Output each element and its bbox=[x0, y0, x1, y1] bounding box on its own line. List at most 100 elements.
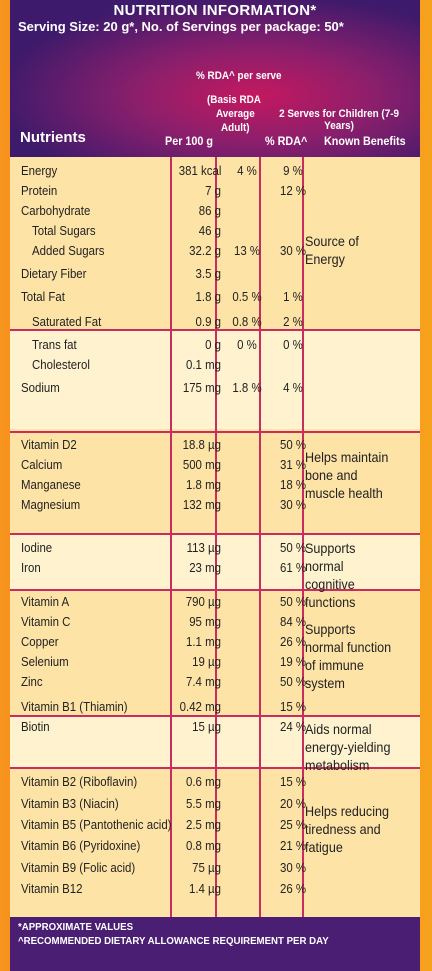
table-row: Carbohydrate 86 g bbox=[10, 201, 420, 221]
per-100g-value: 381 kcal bbox=[178, 163, 222, 178]
nutrient-name: Vitamin D2 bbox=[21, 437, 77, 452]
table-row: Energy 381 kcal 4 % 9 % bbox=[10, 161, 420, 181]
benefits-heading: Known Benefits bbox=[324, 134, 406, 148]
table-row: Zinc 7.4 mg 50 % bbox=[10, 672, 420, 692]
children-rda: 24 % bbox=[279, 719, 307, 734]
nutrient-name: Iron bbox=[21, 560, 41, 575]
children-rda: 26 % bbox=[279, 634, 307, 649]
footnote-rda: ^RECOMMENDED DIETARY ALLOWANCE REQUIREME… bbox=[18, 935, 329, 947]
benefit-bone: Helps maintain bone and muscle health bbox=[305, 449, 389, 501]
per-100g-value: 1.4 µg bbox=[188, 881, 221, 896]
per-100g-value: 0.9 g bbox=[195, 314, 221, 329]
label-title: NUTRITION INFORMATION* bbox=[113, 2, 317, 19]
average-adult-rda: 0.8 % bbox=[232, 314, 262, 329]
children-rda: 19 % bbox=[279, 654, 307, 669]
average-adult-rda: 13 % bbox=[233, 243, 261, 258]
nutrient-name: Vitamin B2 (Riboflavin) bbox=[21, 774, 138, 789]
table-row: Cholesterol 0.1 mg bbox=[10, 355, 420, 375]
per-100g-value: 32.2 g bbox=[189, 243, 221, 258]
children-rda: 50 % bbox=[279, 674, 307, 689]
table-row: Vitamin B12 1.4 µg 26 % bbox=[10, 879, 420, 899]
per-100g-value: 19 µg bbox=[192, 654, 221, 669]
per-100g-value: 0.8 mg bbox=[186, 838, 221, 853]
nutrient-name: Vitamin B3 (Niacin) bbox=[21, 796, 119, 811]
children-rda: 30 % bbox=[279, 860, 307, 875]
nutrient-name: Vitamin B5 (Pantothenic acid) bbox=[21, 817, 172, 832]
per-100g-value: 132 mg bbox=[182, 497, 221, 512]
column-line bbox=[302, 157, 304, 917]
children-rda: 50 % bbox=[279, 437, 307, 452]
per-100g-value: 1.1 mg bbox=[186, 634, 221, 649]
per-100g-value: 3.5 g bbox=[195, 266, 221, 281]
table-row: Vitamin B9 (Folic acid) 75 µg 30 % bbox=[10, 858, 420, 878]
per-100g-value: 46 g bbox=[198, 223, 221, 238]
average-heading: Average bbox=[216, 108, 255, 120]
table-row: Total Fat 1.8 g 0.5 % 1 % bbox=[10, 287, 420, 307]
nutrients-heading: Nutrients bbox=[20, 129, 86, 146]
nutrient-name: Cholesterol bbox=[32, 357, 90, 372]
per-100g-value: 86 g bbox=[198, 203, 221, 218]
children-rda: 30 % bbox=[279, 497, 307, 512]
adult-heading: Adult) bbox=[221, 122, 250, 134]
table-row: Biotin 15 µg 24 % bbox=[10, 717, 420, 737]
per-100g-value: 5.5 mg bbox=[186, 796, 221, 811]
per-100g-value: 0.1 mg bbox=[186, 357, 221, 372]
table-row: Vitamin B1 (Thiamin) 0.42 mg 15 % bbox=[10, 697, 420, 717]
per-100g-value: 113 µg bbox=[186, 540, 221, 555]
per-100g-value: 0.42 mg bbox=[179, 699, 221, 714]
table-row: Vitamin A 790 µg 50 % bbox=[10, 592, 420, 612]
table-row: Saturated Fat 0.9 g 0.8 % 2 % bbox=[10, 312, 420, 332]
children-rda: 2 % bbox=[283, 314, 303, 329]
table-row: Vitamin B5 (Pantothenic acid) 2.5 mg 25 % bbox=[10, 815, 420, 835]
table-row: Vitamin C 95 mg 84 % bbox=[10, 612, 420, 632]
benefit-metabolism: Aids normal energy-yielding metabolism bbox=[305, 721, 391, 773]
children-rda: 1 % bbox=[283, 289, 303, 304]
nutrient-name: Trans fat bbox=[32, 337, 77, 352]
nutrient-name: Energy bbox=[21, 163, 58, 178]
table-row: Added Sugars 32.2 g 13 % 30 % bbox=[10, 241, 420, 261]
benefit-energy: Source of Energy bbox=[305, 233, 359, 267]
children-rda: 50 % bbox=[279, 540, 307, 555]
children-rda: 12 % bbox=[279, 183, 307, 198]
table-row: Total Sugars 46 g bbox=[10, 221, 420, 241]
children-rda: 20 % bbox=[279, 796, 307, 811]
table-row: Vitamin B2 (Riboflavin) 0.6 mg 15 % bbox=[10, 772, 420, 792]
label-footer: *APPROXIMATE VALUES ^RECOMMENDED DIETARY… bbox=[10, 917, 420, 971]
table-row: Vitamin B3 (Niacin) 5.5 mg 20 % bbox=[10, 794, 420, 814]
nutrient-name: Vitamin B1 (Thiamin) bbox=[21, 699, 128, 714]
nutrient-name: Selenium bbox=[21, 654, 69, 669]
column-line bbox=[170, 157, 172, 917]
average-adult-rda: 0 % bbox=[237, 337, 257, 352]
nutrient-name: Iodine bbox=[21, 540, 53, 555]
column-line bbox=[215, 157, 217, 917]
benefit-cognitive: Supports normal cognitive functions bbox=[305, 540, 356, 610]
children-rda: 18 % bbox=[279, 477, 307, 492]
table-row: Vitamin D2 18.8 µg 50 % bbox=[10, 435, 420, 455]
table-row: Calcium 500 mg 31 % bbox=[10, 455, 420, 475]
nutrient-name: Vitamin B9 (Folic acid) bbox=[21, 860, 136, 875]
per-100g-value: 500 mg bbox=[182, 457, 221, 472]
nutrient-name: Added Sugars bbox=[32, 243, 105, 258]
table-row: Iodine 113 µg 50 % bbox=[10, 538, 420, 558]
per-100g-value: 15 µg bbox=[192, 719, 221, 734]
per-100g-value: 1.8 mg bbox=[186, 477, 221, 492]
rda-per-serve-heading: % RDA^ per serve bbox=[196, 70, 282, 82]
table-row: Manganese 1.8 mg 18 % bbox=[10, 475, 420, 495]
per-100g-value: 0 g bbox=[205, 337, 221, 352]
table-row: Sodium 175 mg 1.8 % 4 % bbox=[10, 378, 420, 398]
table-row: Dietary Fiber 3.5 g bbox=[10, 264, 420, 284]
nutrient-name: Vitamin B12 bbox=[21, 881, 83, 896]
per-100g-value: 7.4 mg bbox=[186, 674, 221, 689]
nutrient-name: Zinc bbox=[21, 674, 43, 689]
average-adult-rda: 1.8 % bbox=[232, 380, 262, 395]
table-row: Copper 1.1 mg 26 % bbox=[10, 632, 420, 652]
table-row: Protein 7 g 12 % bbox=[10, 181, 420, 201]
nutrient-name: Total Sugars bbox=[32, 223, 96, 238]
nutrient-name: Vitamin B6 (Pyridoxine) bbox=[21, 838, 141, 853]
per-100g-value: 95 mg bbox=[189, 614, 221, 629]
two-serves-heading: 2 Serves for Children (7-9 Years) bbox=[279, 108, 400, 132]
children-rda: 15 % bbox=[279, 699, 307, 714]
benefit-tiredness: Helps reducing tiredness and fatigue bbox=[305, 803, 390, 855]
rda-heading: % RDA^ bbox=[265, 134, 308, 148]
per-100g-value: 175 mg bbox=[182, 380, 221, 395]
